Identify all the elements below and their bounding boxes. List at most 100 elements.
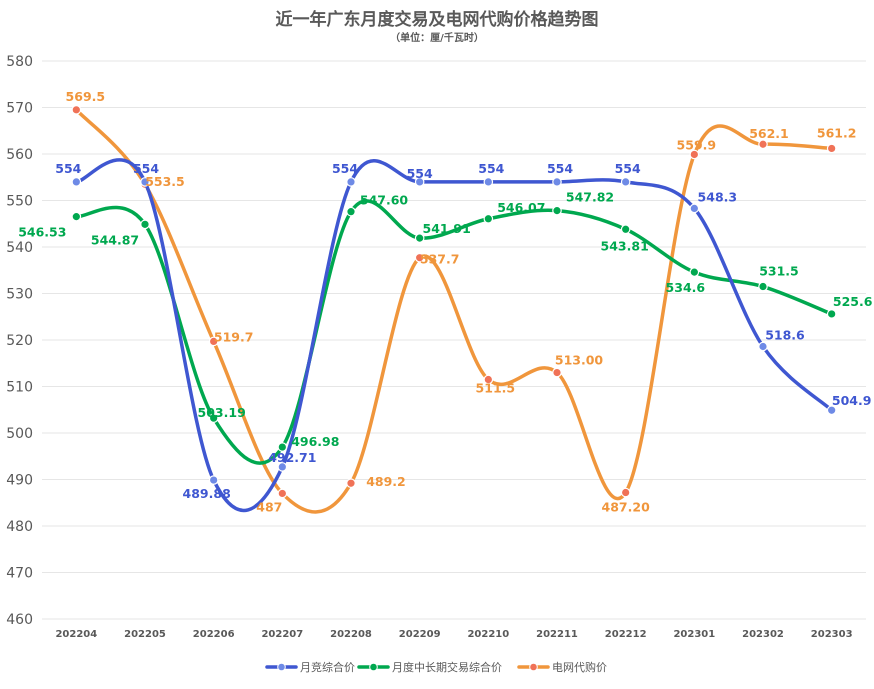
data-point <box>414 233 425 243</box>
data-label: 537.7 <box>420 252 460 267</box>
data-label: 569.5 <box>66 89 106 104</box>
y-tick-label: 530 <box>6 287 33 303</box>
legend-label: 电网代购价 <box>552 660 607 674</box>
data-point <box>71 105 82 115</box>
series-layer <box>71 105 837 514</box>
chart-subtitle: （单位：厘/千瓦时） <box>390 31 484 44</box>
data-point <box>826 405 837 416</box>
data-label: 487.20 <box>602 500 651 515</box>
data-point <box>552 205 562 216</box>
data-label: 561.2 <box>817 125 857 140</box>
y-tick-label: 580 <box>6 54 33 70</box>
data-label: 546.53 <box>18 225 66 240</box>
x-tick-label: 202205 <box>124 629 166 640</box>
data-point <box>689 267 700 277</box>
y-tick-label: 550 <box>6 194 33 210</box>
y-tick-label: 510 <box>6 380 33 396</box>
series-line <box>74 158 834 513</box>
series-3 <box>71 105 837 514</box>
y-tick-label: 570 <box>6 101 33 117</box>
data-label: 554 <box>407 166 433 181</box>
data-point <box>758 281 768 292</box>
data-point <box>552 177 562 187</box>
data-point <box>140 219 150 230</box>
y-tick-label: 500 <box>6 426 33 442</box>
data-point <box>346 478 356 489</box>
data-point <box>414 252 425 263</box>
data-point <box>346 177 356 187</box>
x-tick-label: 202302 <box>742 629 784 640</box>
x-axis: 202204 202205 202206 202207 202208 202209 2022… <box>55 629 852 640</box>
data-label: 487 <box>256 499 282 514</box>
series-line <box>74 199 834 465</box>
legend-swatch-marker <box>529 662 538 672</box>
data-label: 518.6 <box>765 328 805 343</box>
data-label: 554 <box>547 161 573 176</box>
data-point <box>71 177 82 187</box>
data-label: 489.88 <box>183 486 231 501</box>
chart-title: 近一年广东月度交易及电网代购价格趋势图 <box>276 9 599 30</box>
data-point <box>552 367 562 378</box>
data-point <box>689 149 700 160</box>
data-point <box>277 442 288 452</box>
data-label: 531.5 <box>759 264 799 279</box>
y-tick-label: 460 <box>6 612 33 628</box>
data-label: 548.3 <box>698 189 738 204</box>
data-point <box>71 211 82 222</box>
x-tick-label: 202209 <box>399 629 441 640</box>
data-point <box>140 177 150 187</box>
data-point <box>277 462 288 472</box>
data-point <box>620 487 631 498</box>
x-tick-label: 202206 <box>193 629 235 640</box>
y-axis: 460 470 480 490 500 510 520 530 540 550 560 570 580 <box>6 54 33 628</box>
data-label: 546.07 <box>497 200 545 215</box>
legend-item: 月度中长期交易综合价 <box>357 660 502 674</box>
legend: 月竞综合价 月度中长期交易综合价 电网代购价 <box>265 660 607 674</box>
data-label: 541.91 <box>423 221 471 236</box>
data-label: 554 <box>133 161 159 176</box>
y-tick-label: 560 <box>6 147 33 163</box>
data-point <box>414 177 425 187</box>
y-tick-label: 540 <box>6 240 33 256</box>
data-point <box>483 213 494 224</box>
data-label: 543.81 <box>601 238 649 253</box>
data-point <box>277 488 288 499</box>
y-tick-label: 470 <box>6 566 33 582</box>
data-point <box>826 309 837 319</box>
data-label: 547.60 <box>360 193 409 208</box>
series-1 <box>71 158 837 513</box>
legend-label: 月度中长期交易综合价 <box>392 660 502 674</box>
data-point <box>758 139 768 150</box>
legend-swatch-marker <box>369 662 378 672</box>
data-label: 534.6 <box>666 280 706 295</box>
data-point <box>346 206 356 217</box>
data-point <box>620 177 631 187</box>
x-tick-label: 202204 <box>55 629 97 640</box>
data-point <box>758 341 768 352</box>
data-label: 503.19 <box>198 405 246 420</box>
data-labels: 554 554 489.88 492.71 554 554 554 554 554 548.3 51… <box>18 89 873 515</box>
x-tick-label: 202207 <box>261 629 303 640</box>
data-label: 511.5 <box>476 381 516 396</box>
data-label: 554 <box>615 161 641 176</box>
data-label: 544.87 <box>91 232 139 247</box>
data-label: 559.9 <box>677 137 717 152</box>
legend-item: 月竞综合价 <box>265 660 355 674</box>
data-point <box>826 143 837 154</box>
data-label: 562.1 <box>749 126 789 141</box>
data-point <box>689 203 700 214</box>
data-label: 519.7 <box>214 329 254 344</box>
data-point <box>208 413 219 423</box>
x-tick-label: 202211 <box>536 629 578 640</box>
data-point <box>483 374 494 385</box>
data-label: 554 <box>55 161 81 176</box>
data-label: 547.82 <box>566 190 614 205</box>
data-label: 496.98 <box>291 434 339 449</box>
y-tick-label: 490 <box>6 473 33 489</box>
data-point <box>483 177 494 187</box>
data-point <box>208 336 219 347</box>
data-point <box>208 475 219 485</box>
data-label: 513.00 <box>555 353 604 368</box>
data-label: 553.5 <box>145 174 185 189</box>
x-tick-label: 202212 <box>605 629 647 640</box>
